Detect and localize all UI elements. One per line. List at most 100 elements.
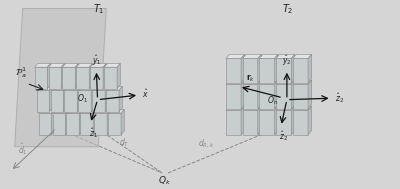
Polygon shape bbox=[50, 86, 66, 90]
Polygon shape bbox=[226, 80, 245, 84]
Polygon shape bbox=[276, 58, 291, 83]
Polygon shape bbox=[64, 86, 80, 90]
Polygon shape bbox=[226, 84, 241, 109]
Polygon shape bbox=[259, 84, 274, 109]
Polygon shape bbox=[94, 109, 110, 113]
Text: $\hat{z}_2$: $\hat{z}_2$ bbox=[335, 91, 344, 105]
Polygon shape bbox=[293, 54, 312, 58]
Polygon shape bbox=[15, 9, 106, 147]
Polygon shape bbox=[106, 86, 122, 90]
Polygon shape bbox=[50, 90, 63, 112]
Text: $d_T$: $d_T$ bbox=[119, 137, 130, 149]
Polygon shape bbox=[241, 54, 245, 83]
Text: $O_n$: $O_n$ bbox=[267, 94, 278, 107]
Polygon shape bbox=[276, 110, 291, 135]
Polygon shape bbox=[52, 109, 68, 113]
Text: $T_1$: $T_1$ bbox=[92, 3, 104, 16]
Polygon shape bbox=[92, 86, 108, 90]
Polygon shape bbox=[107, 109, 110, 135]
Polygon shape bbox=[103, 64, 106, 89]
Polygon shape bbox=[80, 113, 93, 135]
Polygon shape bbox=[276, 54, 295, 58]
Text: $d_{R,k}$: $d_{R,k}$ bbox=[198, 137, 214, 149]
Text: $\hat{z}_2$: $\hat{z}_2$ bbox=[279, 129, 288, 143]
Text: $O_1$: $O_1$ bbox=[77, 92, 88, 105]
Polygon shape bbox=[259, 110, 274, 135]
Polygon shape bbox=[62, 64, 78, 67]
Polygon shape bbox=[38, 113, 51, 135]
Text: $\mathcal{P}_a^1$: $\mathcal{P}_a^1$ bbox=[15, 66, 26, 81]
Polygon shape bbox=[76, 64, 92, 67]
Polygon shape bbox=[66, 109, 82, 113]
Polygon shape bbox=[91, 86, 94, 112]
Polygon shape bbox=[293, 80, 312, 84]
Polygon shape bbox=[105, 86, 108, 112]
Polygon shape bbox=[108, 109, 124, 113]
Polygon shape bbox=[276, 106, 295, 110]
Polygon shape bbox=[291, 54, 295, 83]
Polygon shape bbox=[36, 90, 49, 112]
Polygon shape bbox=[121, 109, 124, 135]
Polygon shape bbox=[47, 64, 50, 89]
Polygon shape bbox=[78, 86, 94, 90]
Polygon shape bbox=[117, 64, 120, 89]
Polygon shape bbox=[65, 109, 68, 135]
Text: $\hat{y}_1$: $\hat{y}_1$ bbox=[92, 54, 101, 68]
Polygon shape bbox=[34, 67, 47, 89]
Polygon shape bbox=[293, 58, 308, 83]
Polygon shape bbox=[308, 54, 312, 83]
Polygon shape bbox=[90, 64, 106, 67]
Polygon shape bbox=[106, 90, 119, 112]
Polygon shape bbox=[274, 106, 278, 135]
Polygon shape bbox=[308, 106, 312, 135]
Polygon shape bbox=[79, 109, 82, 135]
Polygon shape bbox=[66, 113, 79, 135]
Polygon shape bbox=[61, 64, 64, 89]
Polygon shape bbox=[119, 86, 122, 112]
Polygon shape bbox=[92, 90, 105, 112]
Polygon shape bbox=[274, 54, 278, 83]
Text: $T_2$: $T_2$ bbox=[282, 3, 294, 16]
Polygon shape bbox=[51, 109, 54, 135]
Polygon shape bbox=[276, 80, 295, 84]
Polygon shape bbox=[78, 90, 91, 112]
Polygon shape bbox=[49, 86, 52, 112]
Polygon shape bbox=[89, 64, 92, 89]
Polygon shape bbox=[94, 113, 107, 135]
Polygon shape bbox=[108, 113, 121, 135]
Polygon shape bbox=[243, 110, 258, 135]
Text: $\hat{x}$: $\hat{x}$ bbox=[142, 88, 149, 100]
Polygon shape bbox=[308, 80, 312, 109]
Text: $\hat{z}_1$: $\hat{z}_1$ bbox=[89, 126, 98, 140]
Polygon shape bbox=[226, 54, 245, 58]
Polygon shape bbox=[77, 86, 80, 112]
Polygon shape bbox=[258, 54, 261, 83]
Polygon shape bbox=[93, 109, 96, 135]
Text: $\mathbf{r}_k$: $\mathbf{r}_k$ bbox=[246, 72, 256, 84]
Polygon shape bbox=[48, 64, 64, 67]
Polygon shape bbox=[243, 106, 261, 110]
Polygon shape bbox=[291, 80, 295, 109]
Polygon shape bbox=[90, 67, 103, 89]
Polygon shape bbox=[104, 67, 117, 89]
Polygon shape bbox=[259, 58, 274, 83]
Polygon shape bbox=[274, 80, 278, 109]
Polygon shape bbox=[63, 86, 66, 112]
Polygon shape bbox=[34, 64, 50, 67]
Polygon shape bbox=[241, 106, 245, 135]
Polygon shape bbox=[226, 58, 241, 83]
Polygon shape bbox=[76, 67, 89, 89]
Polygon shape bbox=[259, 80, 278, 84]
Polygon shape bbox=[276, 84, 291, 109]
Polygon shape bbox=[104, 64, 120, 67]
Polygon shape bbox=[243, 84, 258, 109]
Polygon shape bbox=[80, 109, 96, 113]
Polygon shape bbox=[52, 113, 65, 135]
Polygon shape bbox=[62, 67, 75, 89]
Polygon shape bbox=[293, 106, 312, 110]
Text: $\hat{y}_2$: $\hat{y}_2$ bbox=[282, 54, 292, 68]
Polygon shape bbox=[64, 90, 77, 112]
Text: $Q_k$: $Q_k$ bbox=[158, 174, 171, 187]
Text: $\hat{d}_1$: $\hat{d}_1$ bbox=[18, 141, 28, 157]
Polygon shape bbox=[293, 110, 308, 135]
